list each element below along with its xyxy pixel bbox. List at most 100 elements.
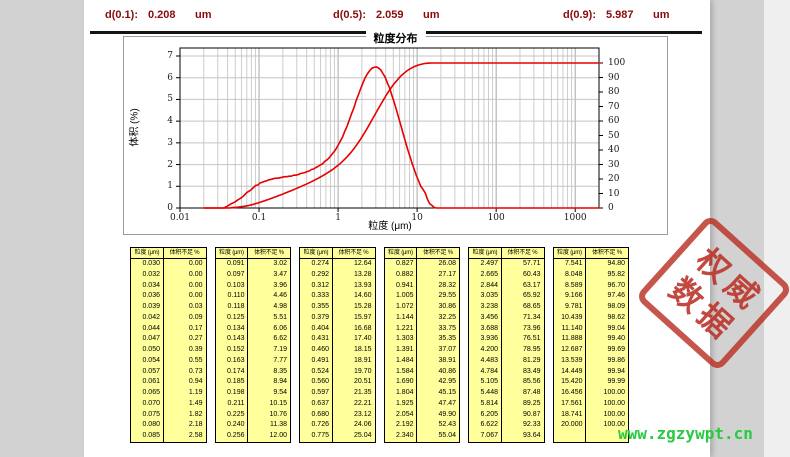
- cumulative-cell: 28.32: [438, 281, 456, 289]
- column-header: 体积不足 %: [501, 248, 544, 259]
- axis-tick-label: 4: [167, 116, 173, 127]
- size-cell: 0.460: [311, 346, 329, 353]
- axis-tick-label: 7: [167, 51, 173, 61]
- size-cell: 20.000: [561, 421, 583, 429]
- size-cell: 0.404: [311, 324, 329, 332]
- cumulative-cell: 19.70: [353, 367, 372, 375]
- cumulative-cell: 26.08: [438, 260, 456, 267]
- cumulative-cell: 76.51: [522, 335, 541, 343]
- cumulative-cell: 100.00: [603, 421, 625, 429]
- axis-tick-label: 6: [167, 72, 173, 83]
- cumulative-cell: 0.09: [188, 313, 203, 321]
- cumulative-cell: 9.54: [273, 389, 287, 396]
- d-values-header: d(0.1): 0.208 um d(0.5): 2.059 um d(0.9)…: [84, 9, 710, 25]
- cumulative-cell: 1.82: [188, 410, 203, 418]
- cumulative-cell: 99.86: [607, 356, 625, 364]
- chart-title: 粒度分布: [365, 30, 426, 46]
- cumulative-cell: 0.00: [188, 260, 203, 267]
- cumulative-cell: 0.00: [188, 270, 203, 278]
- d50-label: d(0.5):: [333, 9, 366, 21]
- cumulative-cell: 10.15: [269, 399, 287, 407]
- size-column: 粒度 (μm) 0.091 0.097 0.103 0.110 0.118 0.125 0.1…: [214, 247, 249, 443]
- size-column: 粒度 (μm) 0.030 0.032 0.034 0.036 0.039 0.042 0.0…: [130, 247, 164, 443]
- size-cell: 0.047: [142, 335, 160, 343]
- cumulative-cell: 8.94: [273, 378, 287, 386]
- cumulative-cell: 18.91: [353, 356, 372, 364]
- size-cell: 10.439: [561, 313, 583, 321]
- size-cell: 17.561: [561, 399, 583, 407]
- cumulative-column: 体积不足 % 12.64 13.28 13.93 14.60 15.28 15.97 16.6…: [331, 247, 376, 443]
- size-cell: 0.174: [226, 367, 245, 375]
- axis-tick-label: 40: [608, 145, 620, 155]
- size-cell: 0.379: [311, 313, 329, 321]
- column-header: 粒度 (μm): [215, 248, 248, 259]
- cumulative-cell: 0.55: [188, 356, 203, 364]
- size-cell: 0.827: [395, 260, 414, 267]
- cumulative-cell: 0.17: [188, 324, 203, 332]
- size-column: 粒度 (μm) 2.497 2.665 2.844 3.035 3.238 3.456 3.6…: [468, 247, 502, 443]
- size-cell: 2.340: [395, 432, 414, 439]
- cumulative-cell: 92.33: [522, 421, 541, 429]
- data-table: 粒度 (μm) 0.274 0.292 0.312 0.333 0.355 0.379 0.4…: [299, 247, 376, 443]
- size-cell: 15.420: [561, 378, 583, 386]
- cumulative-cell: 42.95: [438, 378, 456, 386]
- cumulative-cell: 99.69: [607, 346, 625, 353]
- cumulative-cell: 20.51: [353, 378, 372, 386]
- column-header: 体积不足 %: [586, 248, 628, 259]
- size-cell: 0.103: [226, 281, 245, 289]
- size-cell: 13.539: [561, 356, 583, 364]
- size-cell: 9.781: [564, 303, 583, 310]
- axis-tick-label: 70: [608, 101, 620, 112]
- size-cell: 7.067: [480, 432, 498, 439]
- d90-label: d(0.9):: [563, 9, 596, 21]
- d90-value: 5.987: [606, 9, 634, 21]
- size-cell: 1.690: [395, 378, 414, 386]
- size-cell: 0.054: [142, 356, 160, 364]
- size-cell: 0.085: [142, 432, 160, 439]
- cumulative-cell: 0.39: [188, 346, 203, 353]
- cumulative-cell: 89.25: [522, 399, 541, 407]
- size-cell: 0.431: [311, 335, 329, 343]
- cumulative-cell: 98.09: [607, 303, 625, 310]
- d50-unit: um: [423, 9, 440, 21]
- d50-readout: d(0.5): 2.059 um: [333, 9, 440, 21]
- size-cell: 0.524: [311, 367, 329, 375]
- cumulative-cell: 17.40: [353, 335, 372, 343]
- cumulative-cell: 2.58: [188, 432, 203, 439]
- size-cell: 11.888: [561, 335, 583, 343]
- size-cell: 1.484: [395, 356, 414, 364]
- column-header: 粒度 (μm): [384, 248, 417, 259]
- size-cell: 0.225: [226, 410, 245, 418]
- d90-unit: um: [653, 9, 670, 21]
- size-cell: 3.238: [480, 303, 498, 310]
- size-cell: 3.936: [480, 335, 498, 343]
- size-cell: 0.030: [142, 260, 160, 267]
- size-cell: 0.775: [311, 432, 329, 439]
- cumulative-column: 体积不足 % 0.00 0.00 0.00 0.00 0.03 0.09 0.17 0.27 0.…: [162, 247, 207, 443]
- size-cell: 6.622: [480, 421, 498, 429]
- cumulative-cell: 99.40: [607, 335, 625, 343]
- cumulative-cell: 32.25: [438, 313, 456, 321]
- x-axis-title: 粒度 (μm): [368, 221, 412, 232]
- size-cell: 0.560: [311, 378, 329, 386]
- size-cell: 0.042: [142, 313, 160, 321]
- size-cell: 3.688: [480, 324, 498, 332]
- size-distribution-tables: 粒度 (μm) 0.030 0.032 0.034 0.036 0.039 0.042 0.0…: [130, 247, 629, 443]
- data-table: 粒度 (μm) 0.827 0.882 0.941 1.005 1.072 1.144 1.2…: [383, 247, 460, 443]
- cumulative-cell: 71.34: [522, 313, 541, 321]
- size-cell: 18.741: [561, 410, 583, 418]
- size-cell: 0.211: [227, 399, 245, 407]
- cumulative-cell: 93.64: [522, 432, 541, 439]
- size-cell: 0.034: [142, 281, 160, 289]
- axis-tick-label: 0.01: [169, 213, 191, 223]
- axis-tick-label: 20: [608, 174, 620, 184]
- size-cell: 0.312: [311, 281, 329, 289]
- size-cell: 11.140: [561, 324, 583, 332]
- data-table: 粒度 (μm) 7.541 8.048 8.589 9.166 9.781 10.439 11…: [552, 247, 629, 443]
- cumulative-cell: 83.49: [522, 367, 541, 375]
- size-cell: 0.240: [226, 421, 245, 429]
- cumulative-cell: 81.29: [522, 356, 541, 364]
- cumulative-cell: 3.02: [273, 260, 287, 267]
- cumulative-cell: 18.15: [353, 346, 372, 353]
- cumulative-cell: 37.07: [438, 346, 456, 353]
